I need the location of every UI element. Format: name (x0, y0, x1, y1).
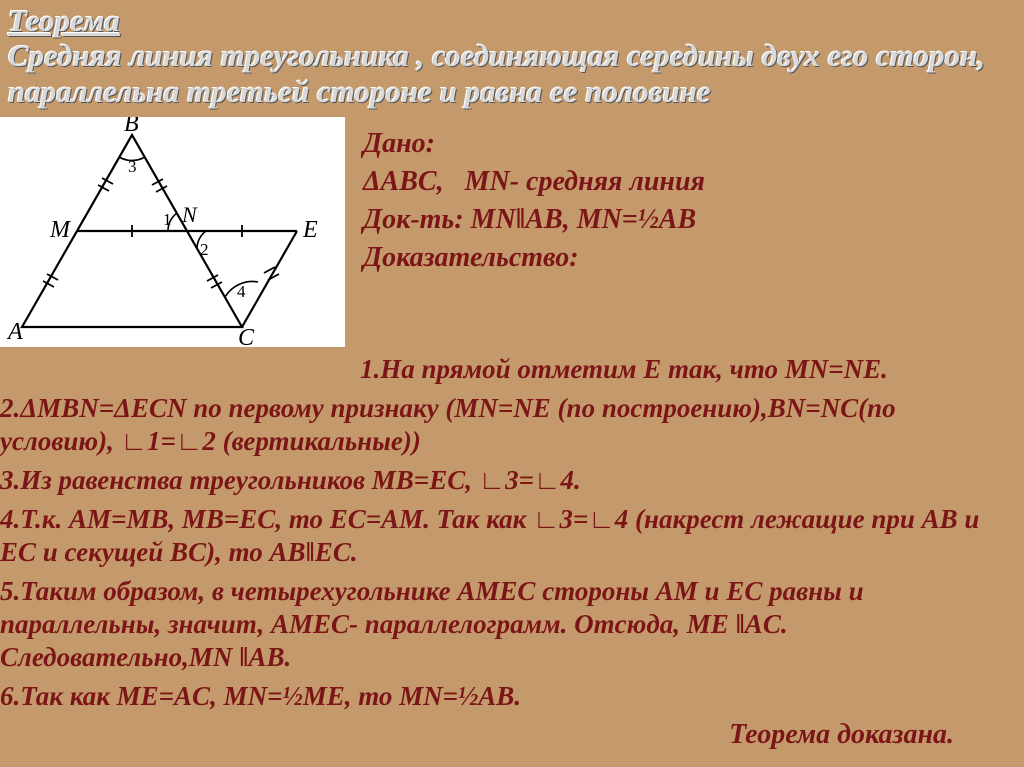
to-prove: Док-ть: MN‖AB, MN=½AB (363, 201, 705, 239)
proof-steps: 1.На прямой отметим E так, что MN=NE. 2.… (0, 353, 1024, 750)
angle-3: 3 (128, 157, 137, 176)
theorem-statement: Средняя линия треугольника , соединяющая… (8, 38, 1016, 109)
step-6: 6.Так как ME=AC, MN=½ME, то MN=½AB. (0, 680, 1014, 713)
step-5: 5.Таким образом, в четырехугольнике AMEC… (0, 575, 1014, 674)
label-E: E (302, 217, 318, 243)
given-section: Дано: ΔABC, MN- средняя линия Док-ть: MN… (363, 117, 705, 276)
proof-label: Доказательство: (363, 239, 705, 277)
given-label: Дано: (363, 125, 705, 163)
label-B: B (124, 117, 139, 137)
step-4: 4.Т.к. AM=MB, MB=EC, то EC=AM. Так как ∟… (0, 503, 1014, 569)
label-N: N (181, 202, 198, 227)
label-A: A (6, 319, 23, 345)
step-2: 2.ΔMBN=ΔECN по первому признаку (MN=NE (… (0, 392, 1014, 458)
label-M: M (49, 217, 72, 243)
theorem-label: Теорема (8, 4, 1016, 38)
angle-1: 1 (163, 210, 172, 229)
angle-2: 2 (200, 240, 209, 259)
step-1: 1.На прямой отметим E так, что MN=NE. (360, 353, 888, 386)
given-triangle: ΔABC, MN- средняя линия (363, 163, 705, 201)
qed: Теорема доказана. (0, 719, 1014, 751)
angle-4: 4 (237, 282, 246, 301)
triangle-diagram: A B C M N E 3 1 2 4 (0, 117, 345, 347)
label-C: C (238, 325, 255, 347)
step-3: 3.Из равенства треугольников MB=EC, ∟3=∟… (0, 464, 1014, 497)
